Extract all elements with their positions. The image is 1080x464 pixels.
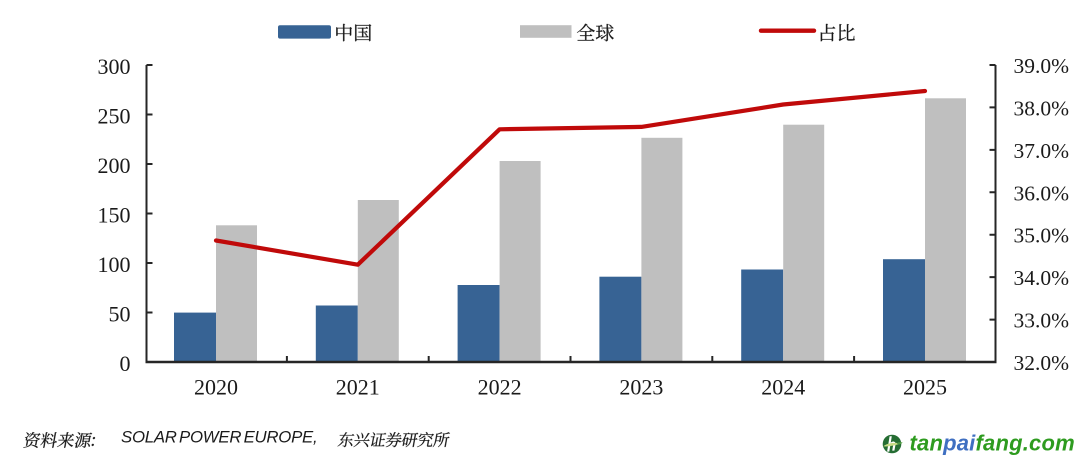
svg-text:2023: 2023	[619, 374, 663, 399]
svg-text:50: 50	[109, 302, 131, 327]
svg-text:38.0%: 38.0%	[1014, 96, 1070, 120]
svg-text:150: 150	[98, 203, 131, 228]
svg-text:33.0%: 33.0%	[1014, 309, 1070, 333]
svg-text:2022: 2022	[478, 374, 522, 399]
svg-text:2025: 2025	[903, 374, 947, 399]
svg-text:200: 200	[98, 153, 131, 178]
svg-text:37.0%: 37.0%	[1014, 139, 1070, 163]
svg-text:100: 100	[98, 252, 131, 277]
svg-text:SOLAR POWER EUROPE,: SOLAR POWER EUROPE,	[121, 428, 317, 447]
svg-text:34.0%: 34.0%	[1014, 266, 1070, 290]
svg-text:0: 0	[120, 351, 131, 376]
svg-text:39.0%: 39.0%	[1014, 54, 1070, 78]
svg-text:2021: 2021	[336, 374, 380, 399]
svg-text:300: 300	[98, 54, 131, 79]
svg-text:32.0%: 32.0%	[1014, 351, 1070, 375]
svg-text:tanpaifang.com: tanpaifang.com	[910, 430, 1075, 455]
svg-text:36.0%: 36.0%	[1014, 181, 1070, 205]
svg-text:2024: 2024	[761, 374, 805, 399]
svg-text:250: 250	[98, 104, 131, 129]
svg-text:2020: 2020	[194, 374, 238, 399]
svg-text:35.0%: 35.0%	[1014, 224, 1070, 248]
